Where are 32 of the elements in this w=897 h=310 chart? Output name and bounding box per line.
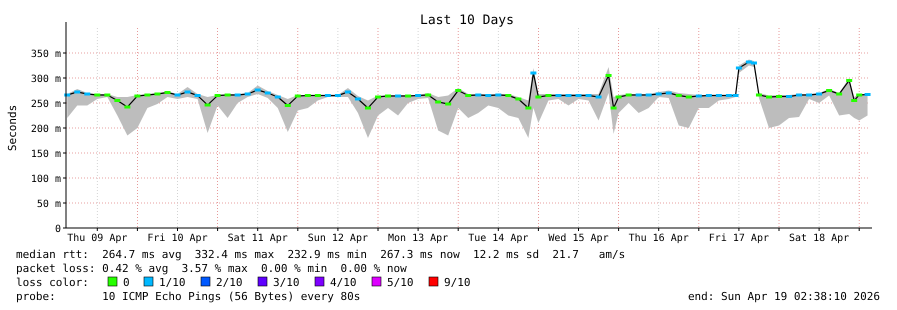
text: probe: 10 ICMP Echo Pings (56 Bytes) every 80s (16, 290, 360, 303)
legend-label: 1/10 (159, 276, 186, 289)
legend-label: 3/10 (273, 276, 300, 289)
y-tick-label: 300 m (30, 74, 61, 85)
y-tick-label: 350 m (30, 49, 61, 60)
y-tick-label: 100 m (30, 174, 61, 185)
y-tick-label: 150 m (30, 149, 61, 160)
x-tick-label: Thu 09 Apr (67, 233, 128, 244)
x-tick-label: Fri 10 Apr (147, 233, 208, 244)
legend-label: 4/10 (330, 276, 356, 289)
legend-label: 9/10 (444, 276, 470, 289)
text: median rtt: 264.7 ms avg 332.4 ms max 232.9 ms min 267.3 ms now 12.2 ms sd 21.7 am/s (16, 248, 626, 261)
x-tick-label: Tue 14 Apr (468, 233, 528, 244)
x-tick-label: Sat 11 Apr (228, 233, 288, 244)
y-tick-label: 50 m (36, 199, 61, 210)
text: end: Sun Apr 19 02:38:10 2026 (688, 290, 880, 303)
y-tick-label: 0 (54, 224, 61, 235)
chart-title: Last 10 Days (420, 13, 514, 28)
legend-title: loss color: (16, 276, 89, 289)
x-tick-label: Sat 18 Apr (788, 233, 850, 244)
x-tick-label: Thu 16 Apr (628, 233, 689, 244)
text: packet loss: 0.42 % avg 3.57 % max 0.00 % min 0.00 % now (16, 262, 408, 275)
y-tick-label: 250 m (30, 99, 61, 110)
y-axis-title: Seconds (6, 104, 19, 152)
x-tick-label: Mon 13 Apr (388, 233, 448, 244)
x-tick-label: Wed 15 Apr (548, 233, 609, 244)
x-tick-label: Sun 12 Apr (308, 233, 368, 244)
legend-label: 0 (123, 276, 130, 289)
legend-label: 2/10 (216, 276, 242, 289)
legend-label: 5/10 (387, 276, 414, 289)
y-tick-label: 200 m (30, 124, 61, 135)
x-tick-label: Fri 17 Apr (708, 233, 770, 244)
